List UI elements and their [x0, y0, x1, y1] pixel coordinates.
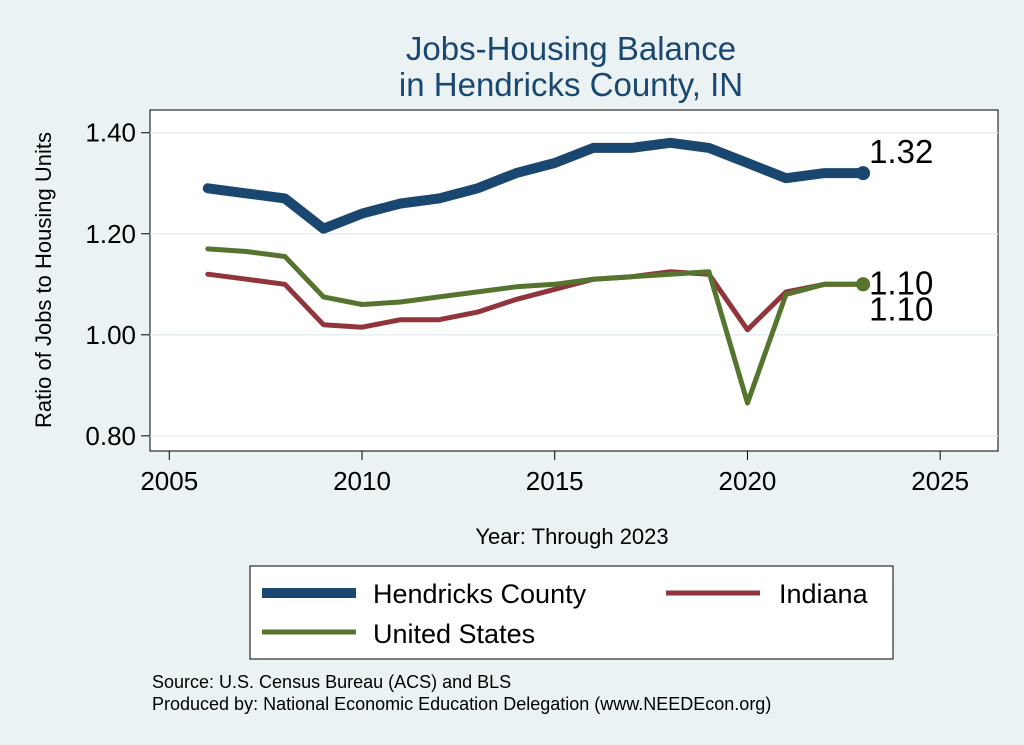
x-tick-label: 2005	[140, 466, 198, 496]
chart-title-line-2: in Hendricks County, IN	[399, 66, 743, 103]
legend-box	[249, 565, 894, 660]
y-tick-label: 1.40	[85, 118, 136, 148]
y-tick-label: 1.20	[85, 219, 136, 249]
legend-item-indiana: Indiana	[666, 579, 869, 609]
producer-note: Produced by: National Economic Education…	[152, 694, 771, 714]
x-tick-label: 2015	[526, 466, 584, 496]
y-axis: 0.80 1.00 1.20 1.40	[85, 118, 150, 451]
series-end-marker-united-states	[856, 277, 871, 292]
source-note: Source: U.S. Census Bureau (ACS) and BLS	[152, 672, 511, 692]
legend-label-indiana: Indiana	[779, 579, 869, 609]
end-label-hendricks-county: 1.32	[869, 133, 933, 170]
chart-title-line-1: Jobs-Housing Balance	[406, 30, 736, 67]
series-line-indiana	[205, 269, 866, 333]
end-label-united-states: 1.10	[869, 264, 933, 301]
series-line-united-states	[205, 246, 866, 406]
legend-label-united-states: United States	[373, 619, 535, 649]
gridlines	[150, 131, 998, 437]
y-tick-label: 1.00	[85, 320, 136, 350]
x-tick-label: 2025	[911, 466, 969, 496]
end-labels: 1.32 1.101.10	[869, 133, 933, 327]
y-tick-label: 0.80	[85, 421, 136, 451]
x-tick-label: 2020	[719, 466, 777, 496]
x-tick-label: 2010	[333, 466, 391, 496]
legend-label-hendricks: Hendricks County	[373, 579, 587, 609]
series-layer	[202, 137, 871, 406]
end-label-indiana: 1.10	[869, 290, 933, 327]
series-end-marker-hendricks-county	[856, 166, 871, 181]
x-axis-title: Year: Through 2023	[475, 524, 668, 549]
legend-item-hendricks: Hendricks County	[262, 579, 587, 609]
legend-item-united-states: United States	[262, 619, 535, 649]
series-line-hendricks-county	[202, 137, 869, 234]
y-axis-title: Ratio of Jobs to Housing Units	[31, 132, 56, 428]
x-axis: 2005 2010 2015 2020 2025	[140, 450, 998, 496]
